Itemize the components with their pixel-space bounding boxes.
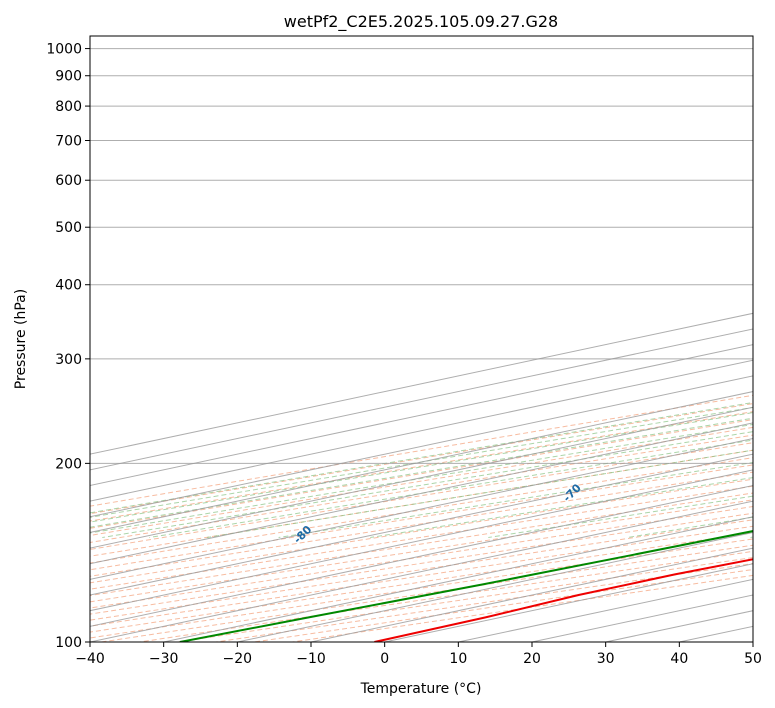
reference-lines <box>90 394 753 642</box>
dry-adiabat-line <box>90 512 753 615</box>
y-tick-label: 200 <box>55 456 82 472</box>
x-axis-ticks: −40 −30 −20 −10 0 10 20 30 40 50 <box>75 642 762 667</box>
dry-adiabat-line <box>90 499 753 603</box>
x-tick-label: 20 <box>523 651 541 667</box>
grid-lines <box>90 48 753 642</box>
x-tick-label: −10 <box>296 651 326 667</box>
isotherm-label: -80 <box>291 523 314 546</box>
dry-adiabat-line <box>90 457 753 564</box>
isotherm-line <box>752 641 753 642</box>
isotherm-line <box>90 484 753 627</box>
dry-adiabat-line <box>90 434 753 543</box>
isotherm-line <box>679 625 753 642</box>
x-tick-label: 30 <box>597 651 615 667</box>
x-tick-label: −30 <box>149 651 179 667</box>
dry-adiabat-line <box>90 478 753 584</box>
dry-adiabat-line <box>292 574 753 642</box>
y-tick-label: 500 <box>55 220 82 236</box>
dry-adiabat-line <box>215 563 753 642</box>
x-tick-label: 40 <box>670 651 688 667</box>
y-tick-label: 1000 <box>46 42 82 58</box>
isotherm-line <box>90 375 753 518</box>
isotherm-line <box>90 453 753 596</box>
y-axis-title: Pressure (hPa) <box>13 289 29 389</box>
y-tick-label: 900 <box>55 69 82 85</box>
moist-adiabat-line <box>90 417 753 528</box>
dry-adiabat-line <box>90 485 753 590</box>
dry-adiabat-line <box>90 426 753 536</box>
y-tick-label: 800 <box>55 99 82 115</box>
y-tick-label: 300 <box>55 352 82 368</box>
isotherm-line <box>237 531 753 642</box>
isotherm-line <box>163 516 753 642</box>
chart-title: wetPf2_C2E5.2025.105.09.27.G28 <box>284 12 558 32</box>
dry-adiabat-line <box>101 544 753 642</box>
isotherm-line <box>90 500 753 642</box>
dry-adiabat-line <box>90 394 753 507</box>
dry-adiabat-line <box>90 411 753 522</box>
moist-adiabat-line <box>90 412 753 523</box>
dry-adiabat-line <box>90 419 753 529</box>
y-tick-label: 100 <box>55 635 82 651</box>
isotherm-line <box>90 406 753 549</box>
dry-adiabat-line <box>90 538 753 639</box>
dry-adiabat-line <box>90 471 753 577</box>
dry-adiabat-line <box>90 525 753 627</box>
dry-adiabat-line <box>90 442 753 550</box>
isotherm-line <box>90 469 753 612</box>
dry-adiabat-line <box>90 492 753 597</box>
moist-adiabat-line <box>206 449 753 538</box>
x-tick-label: 50 <box>744 651 762 667</box>
isotherm-line <box>90 328 753 471</box>
plot-frame <box>89 35 754 643</box>
x-axis-title: Temperature (°C) <box>360 681 482 697</box>
isotherm-line <box>90 391 753 533</box>
x-tick-label: 0 <box>380 651 389 667</box>
dry-adiabat-line <box>90 519 753 621</box>
dry-adiabat-line <box>90 403 753 515</box>
isotherm-line <box>458 578 753 642</box>
moist-adiabat-line <box>90 401 753 514</box>
isotherm-line <box>90 438 753 580</box>
dry-adiabat-line <box>90 464 753 571</box>
y-tick-label: 400 <box>55 278 82 294</box>
dry-adiabat-line <box>90 449 753 557</box>
isotherm-line <box>90 344 753 486</box>
isotherm-line <box>90 359 753 502</box>
dry-adiabat-line <box>90 532 753 633</box>
y-tick-label: 600 <box>55 173 82 189</box>
isotherm-line <box>90 312 753 455</box>
y-axis-ticks: 100 200 300 400 500 600 700 800 900 1000 <box>46 42 90 651</box>
moist-adiabat-line <box>750 536 753 538</box>
moist-adiabat-line <box>90 406 753 518</box>
isotherm-line <box>90 422 753 565</box>
dry-adiabat-line <box>90 506 753 609</box>
moist-adiabat-line <box>149 439 753 538</box>
x-tick-label: −20 <box>223 651 253 667</box>
x-tick-label: 10 <box>449 651 467 667</box>
dry-adiabat-line <box>177 556 753 642</box>
y-tick-label: 700 <box>55 133 82 149</box>
x-tick-label: −40 <box>75 651 105 667</box>
